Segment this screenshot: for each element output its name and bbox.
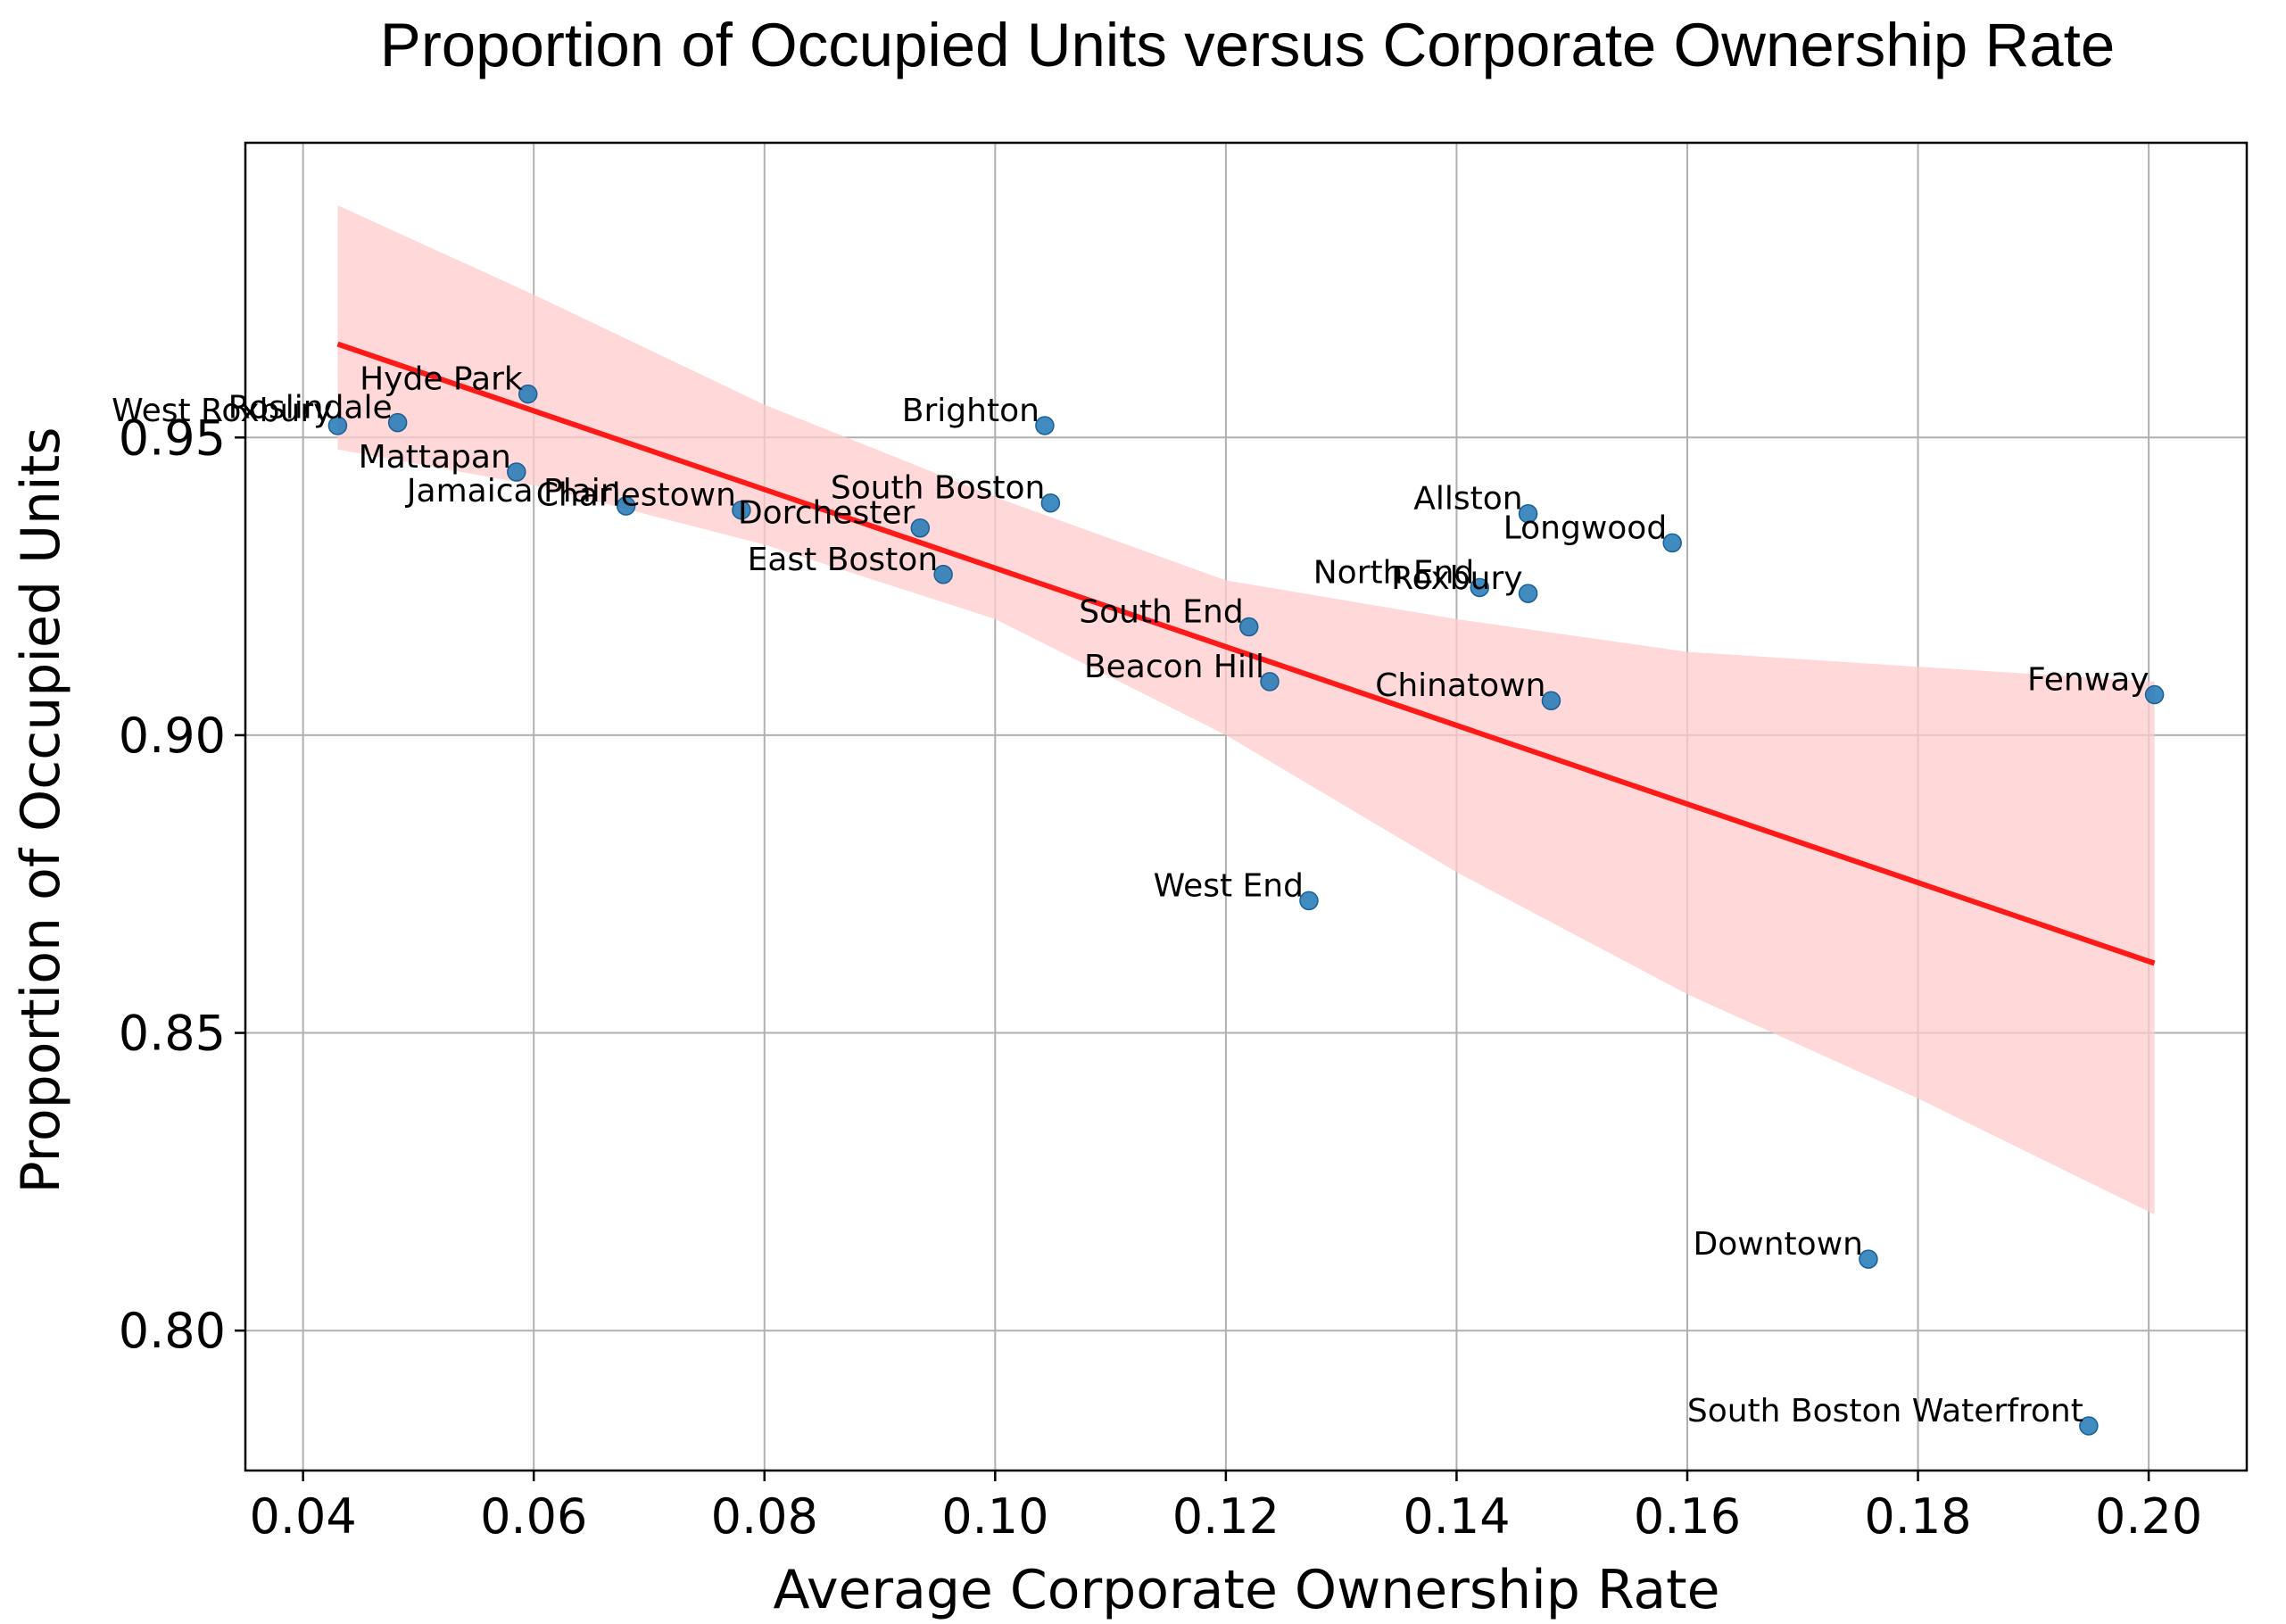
data-point [1518, 503, 1538, 524]
data-point [732, 500, 751, 520]
point-label: Beacon Hill [1084, 649, 1264, 685]
x-tick-label: 0.08 [711, 1488, 818, 1545]
y-axis-label: Proportion of Occupied Units [10, 427, 72, 1193]
data-point [910, 518, 931, 538]
point-label: West End [1154, 867, 1304, 904]
point-label: South Boston [831, 470, 1046, 507]
data-point [2144, 684, 2165, 705]
point-label: South Boston Waterfront [1687, 1393, 2083, 1429]
data-point [327, 416, 348, 435]
point-label: West Roxbury [112, 393, 332, 429]
x-tick-label: 0.06 [480, 1488, 587, 1545]
point-label: North End [1313, 554, 1475, 591]
x-axis-ticks: 0.04 0.06 0.08 0.10 0.12 0.14 0.16 0.18 0.20 [250, 1471, 2202, 1545]
point-label: South End [1079, 593, 1243, 630]
plot-frame [244, 141, 2249, 1472]
point-label: East Boston [748, 542, 939, 578]
data-point [507, 462, 526, 482]
y-tick-label: 0.90 [119, 708, 226, 764]
data-point [1859, 1249, 1878, 1269]
data-point [1541, 691, 1561, 710]
y-tick-label: 0.95 [119, 410, 226, 466]
data-point [1518, 584, 1538, 603]
point-label: Jamaica Plain [405, 473, 621, 510]
y-tick-label: 0.85 [119, 1006, 226, 1062]
point-label: Dorchester [738, 495, 915, 532]
data-points [327, 384, 2165, 1436]
data-point [1470, 577, 1490, 598]
data-point [933, 565, 953, 584]
point-label: Roslindale [228, 390, 393, 427]
data-point [616, 496, 636, 516]
data-point [2079, 1416, 2099, 1436]
point-label: Longwood [1503, 510, 1667, 546]
point-label: Charlestown [536, 477, 736, 514]
x-tick-label: 0.10 [941, 1488, 1048, 1545]
x-tick-label: 0.18 [1864, 1488, 1971, 1545]
data-point [387, 412, 408, 433]
data-point [1238, 617, 1259, 637]
point-label: Fenway [2027, 662, 2149, 699]
data-point [1260, 672, 1280, 692]
x-tick-label: 0.16 [1634, 1488, 1741, 1545]
x-tick-label: 0.20 [2095, 1488, 2202, 1545]
x-tick-label: 0.12 [1172, 1488, 1280, 1545]
x-tick-label: 0.04 [250, 1488, 357, 1545]
point-label: Chinatown [1375, 667, 1545, 704]
point-label: Brighton [902, 393, 1039, 429]
point-label: Allston [1413, 481, 1522, 518]
data-point [1299, 891, 1319, 911]
x-tick-label: 0.14 [1403, 1488, 1510, 1545]
data-point [1662, 533, 1682, 553]
y-tick-label: 0.80 [119, 1303, 226, 1359]
y-axis-ticks: 0.80 0.85 0.90 0.95 [119, 410, 245, 1359]
data-point [1040, 493, 1061, 513]
x-axis-label: Average Corporate Ownership Rate [773, 1559, 1719, 1621]
point-label: Roxbury [1391, 560, 1522, 597]
point-label: Mattapan [359, 439, 511, 476]
point-label: Downtown [1694, 1226, 1863, 1263]
data-point [1035, 416, 1055, 435]
chart-title: Proportion of Occupied Units versus Corp… [380, 11, 2115, 79]
regression-line [336, 341, 2156, 966]
confidence-band [337, 205, 2155, 1215]
point-label: Hyde Park [360, 361, 523, 398]
data-point [518, 384, 538, 404]
